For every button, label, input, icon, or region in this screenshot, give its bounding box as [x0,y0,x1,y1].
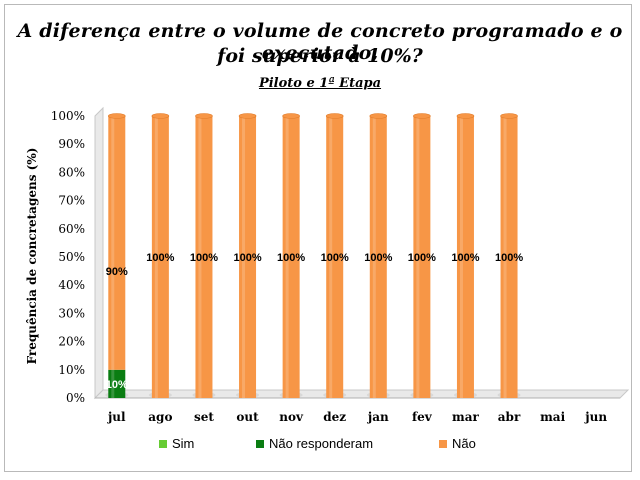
bar-highlight [372,116,376,398]
bar-n-o-responderam [108,369,126,398]
legend-item-nao-responderam: Não responderam [256,436,373,451]
chart-title-line-2: foi superior à 10%? [217,45,423,67]
bar-n-o [108,116,126,370]
x-tick-label: ago [148,410,172,424]
bar-top-cap [195,113,213,119]
y-tick-label: 40% [58,278,85,292]
legend-swatch-nao [439,439,447,448]
bar-top-cap [325,113,344,119]
y-tick-label: 100% [51,109,85,123]
bar-n-o [151,116,169,398]
chart-subtitle: Piloto e 1ª Etapa [258,76,382,91]
chart-title-line-1: A diferença entre o volume de concreto p… [17,20,623,64]
x-tick-label: jun [584,410,607,424]
floor [93,389,630,399]
x-tick-label: out [236,410,259,424]
legend-label-sim: Sim [172,436,195,451]
x-tick-label: jan [367,410,389,424]
y-tick-label: 70% [58,194,85,208]
x-tick-label: set [194,410,214,424]
bar-highlight [416,116,420,398]
data-label: 100% [408,252,436,264]
y-tick-label: 80% [58,165,85,179]
bar-highlight [154,116,158,398]
bar-n-o [369,116,387,398]
bar-top-cap [456,113,475,119]
bar-highlight [285,116,289,398]
bar-top-cap [238,113,257,119]
data-label: 100% [321,252,349,264]
y-tick-label: 20% [58,335,85,349]
data-label: 90% [106,266,128,278]
bar-highlight [329,116,333,398]
bar-top-cap [282,113,300,119]
data-label: 100% [277,252,305,264]
data-label: 100% [495,252,523,264]
data-label: 100% [364,252,392,264]
bar-highlight [503,116,507,398]
x-tick-label: nov [279,410,304,424]
legend-item-nao: Não [439,436,476,451]
x-tick-label: fev [412,410,433,424]
y-tick-label: 60% [58,222,85,236]
bar-n-o [326,116,344,398]
data-label: 100% [451,252,479,264]
bar-highlight [459,116,463,398]
legend-swatch-sim [159,439,167,448]
data-label: 100% [190,252,218,264]
data-label: 100% [146,252,174,264]
bar-n-o [239,116,257,398]
bar-top-cap [413,113,431,119]
bar-top-cap [500,113,518,119]
y-tick-label: 90% [58,137,85,151]
x-tick-label: mai [540,410,565,424]
legend-item-sim: Sim [159,436,194,451]
bar-highlight [242,116,246,398]
y-tick-label: 10% [58,363,85,377]
side-wall [94,106,104,400]
bar-n-o [195,116,213,398]
legend: Sim Não responderam Não [0,436,640,456]
bar-n-o [456,116,474,398]
x-tick-label: dez [323,410,346,424]
legend-swatch-nao-responderam [256,439,264,448]
x-tick-label: jul [107,410,126,424]
y-tick-label: 30% [58,306,85,320]
data-label: 10% [106,379,128,391]
bar-n-o [413,116,431,398]
x-tick-label: mar [452,410,479,424]
bar-top-cap [107,113,126,119]
bar-highlight [111,116,115,370]
bar-n-o [500,116,518,398]
legend-label-nao: Não [452,436,476,451]
bar-highlight [198,116,202,398]
data-label: 100% [233,252,261,264]
y-tick-label: 0% [66,391,85,405]
bar-top-cap [369,113,388,119]
bar-top-cap [151,113,170,119]
y-tick-label: 50% [58,250,85,264]
bar-highlight [111,369,115,398]
bar-n-o [282,116,300,398]
x-tick-label: abr [498,410,521,424]
legend-label-nao-responderam: Não responderam [269,436,374,451]
